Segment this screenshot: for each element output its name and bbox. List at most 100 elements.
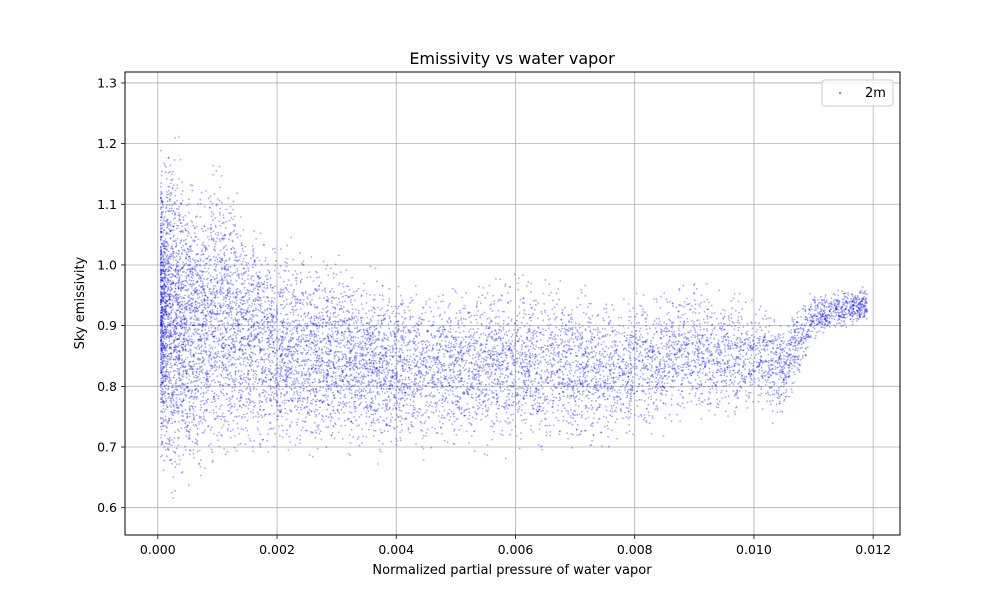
scatter-point [764, 384, 767, 386]
scatter-point [418, 320, 420, 323]
scatter-point [741, 341, 743, 344]
scatter-point [279, 288, 282, 291]
scatter-point [791, 391, 793, 393]
scatter-point [517, 352, 520, 355]
scatter-point [203, 278, 206, 280]
scatter-point [727, 354, 730, 356]
scatter-point [481, 388, 484, 391]
scatter-point [569, 421, 572, 424]
scatter-point [558, 298, 560, 301]
scatter-point [441, 368, 444, 370]
scatter-point [197, 389, 200, 392]
scatter-point [422, 360, 425, 362]
scatter-point [668, 318, 671, 321]
scatter-point [289, 336, 292, 339]
scatter-point [212, 164, 215, 167]
scatter-point [640, 354, 643, 357]
scatter-point [343, 383, 345, 386]
scatter-point [335, 345, 338, 348]
scatter-point [176, 364, 179, 367]
scatter-point [636, 405, 639, 407]
scatter-point [865, 301, 868, 304]
scatter-point [694, 303, 697, 306]
scatter-point [164, 349, 167, 352]
scatter-point [472, 357, 474, 360]
scatter-point [411, 340, 414, 343]
scatter-point [224, 309, 227, 312]
scatter-point [180, 240, 183, 242]
scatter-point [193, 365, 195, 368]
scatter-point [256, 295, 259, 298]
scatter-point [173, 374, 176, 377]
scatter-point [376, 393, 379, 395]
scatter-point [612, 371, 615, 374]
scatter-point [665, 298, 668, 301]
scatter-point [696, 348, 699, 351]
scatter-point [574, 382, 576, 385]
scatter-point [425, 404, 427, 407]
scatter-point [790, 332, 792, 334]
scatter-point [436, 404, 438, 406]
scatter-point [588, 316, 590, 319]
scatter-point [283, 338, 286, 341]
scatter-point [709, 403, 712, 405]
scatter-point [260, 302, 263, 305]
scatter-point [570, 369, 573, 372]
scatter-point [482, 332, 485, 335]
scatter-point [499, 433, 502, 435]
scatter-point [306, 314, 309, 317]
scatter-point [680, 366, 682, 368]
scatter-point [212, 255, 215, 258]
scatter-point [285, 303, 288, 306]
scatter-point [406, 385, 408, 387]
scatter-point [351, 359, 354, 362]
scatter-point [563, 407, 566, 409]
scatter-point [622, 360, 625, 363]
scatter-point [299, 434, 302, 437]
scatter-point [190, 316, 193, 318]
scatter-point [799, 364, 801, 367]
scatter-point [627, 341, 630, 344]
scatter-point [351, 276, 353, 279]
scatter-point [258, 282, 261, 285]
scatter-point [424, 435, 427, 437]
scatter-point [234, 225, 237, 228]
scatter-point [672, 361, 674, 363]
scatter-point [234, 386, 237, 389]
scatter-point [820, 310, 823, 312]
scatter-point [704, 381, 707, 384]
scatter-point [630, 395, 633, 398]
scatter-point [304, 322, 307, 325]
scatter-point [192, 413, 195, 415]
scatter-point [184, 445, 186, 448]
scatter-point [265, 256, 267, 259]
scatter-point [696, 337, 699, 340]
scatter-point [204, 467, 206, 470]
scatter-point [324, 291, 327, 293]
scatter-point [188, 300, 191, 303]
scatter-point [420, 395, 423, 398]
scatter-point [746, 330, 749, 333]
scatter-point [510, 386, 513, 388]
scatter-point [239, 328, 242, 331]
scatter-point [772, 338, 774, 341]
scatter-point [433, 386, 436, 389]
scatter-point [516, 357, 519, 360]
scatter-point [207, 334, 209, 337]
scatter-point [290, 236, 293, 239]
scatter-point [240, 323, 243, 326]
scatter-point [491, 425, 494, 428]
scatter-point [451, 400, 453, 403]
scatter-point [655, 405, 658, 407]
scatter-point [676, 402, 679, 405]
scatter-point [831, 317, 833, 320]
scatter-point [372, 306, 375, 308]
scatter-point [407, 331, 410, 333]
scatter-point [784, 347, 787, 349]
scatter-point [348, 383, 351, 386]
scatter-point [167, 355, 170, 357]
scatter-point [600, 362, 603, 365]
scatter-point [259, 442, 261, 445]
scatter-point [646, 377, 649, 379]
scatter-point [239, 340, 242, 342]
